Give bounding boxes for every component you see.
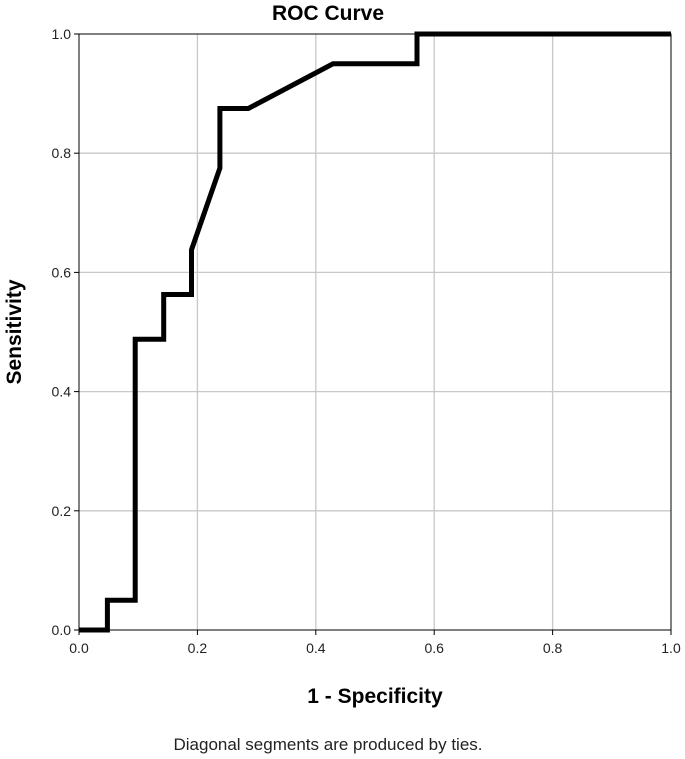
y-tick-label: 0.0 — [52, 622, 72, 638]
chart-footnote: Diagonal segments are produced by ties. — [173, 735, 482, 754]
series-layer — [78, 31, 672, 633]
x-tick-label: 0.4 — [306, 640, 326, 656]
plot-area — [78, 33, 672, 631]
y-tick-label: 0.8 — [52, 145, 72, 161]
y-tick-label: 0.4 — [52, 384, 72, 400]
x-tick-label: 0.0 — [69, 640, 89, 656]
x-tick-label: 1.0 — [661, 640, 681, 656]
roc-curve-line — [79, 31, 671, 633]
x-tick-label: 0.6 — [424, 640, 444, 656]
x-axis: 0.0 0.2 0.4 0.6 0.8 1.0 — [69, 630, 681, 656]
x-tick-label: 0.2 — [188, 640, 208, 656]
grid — [79, 34, 671, 630]
y-tick-label: 0.6 — [52, 264, 72, 280]
x-tick-label: 0.8 — [543, 640, 563, 656]
plot-border — [78, 33, 672, 631]
chart-title: ROC Curve — [272, 2, 384, 25]
y-tick-label: 0.2 — [52, 503, 72, 519]
y-axis: 0.0 0.2 0.4 0.6 0.8 1.0 — [52, 26, 79, 638]
x-axis-label: 1 - Specificity — [307, 685, 443, 708]
y-axis-label: Sensitivity — [3, 279, 26, 384]
y-tick-label: 1.0 — [52, 26, 72, 42]
